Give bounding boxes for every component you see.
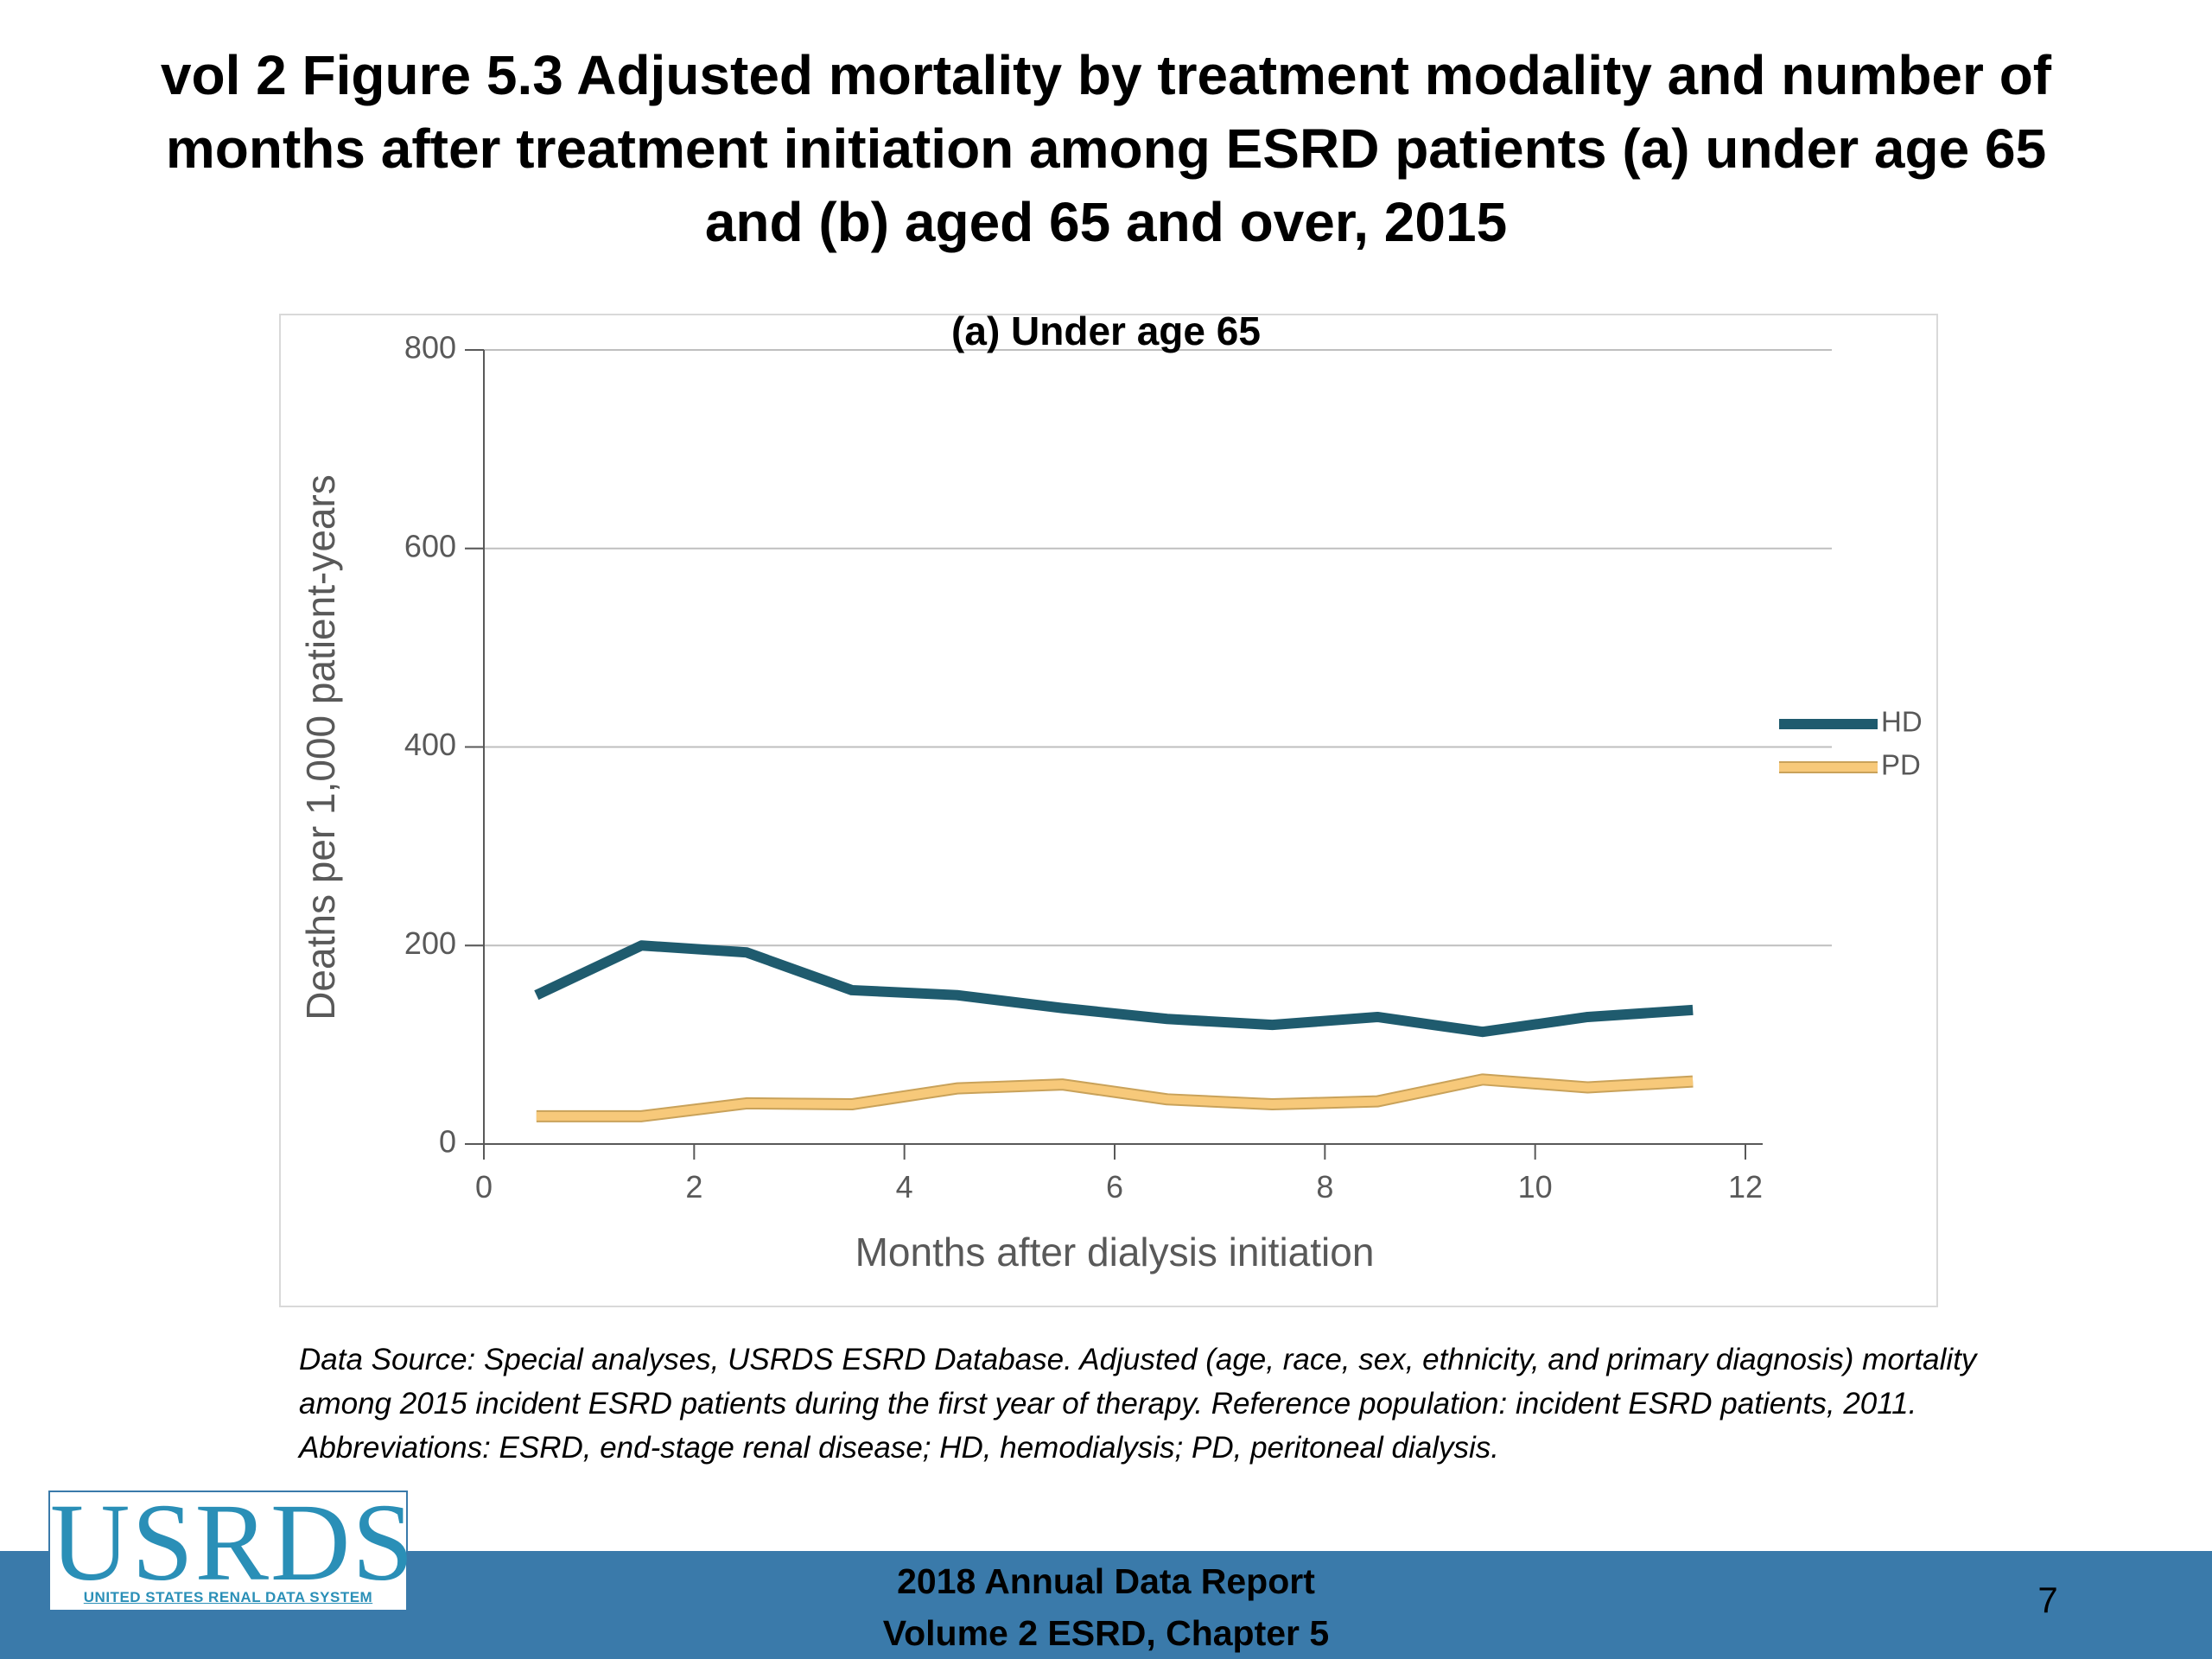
y-tick-label: 0 xyxy=(439,1124,456,1160)
usrds-logo: USRDS UNITED STATES RENAL DATA SYSTEM xyxy=(48,1487,414,1611)
chart-panel: 0 200 400 600 800 0 2 4 6 8 10 12 HD PD (a) Under ag… xyxy=(279,314,1938,1307)
chart-title: (a) Under age 65 xyxy=(951,315,1261,353)
footer-volume: Volume 2 ESRD, Chapter 5 xyxy=(882,1613,1330,1653)
x-tick-label: 2 xyxy=(685,1169,702,1205)
series-line-hd xyxy=(534,940,1694,1038)
y-axis-label: Deaths per 1,000 patient-years xyxy=(298,474,343,1020)
x-tick-label: 12 xyxy=(1728,1169,1763,1205)
footer-report-title: 2018 Annual Data Report xyxy=(897,1561,1315,1601)
x-tick-label: 0 xyxy=(475,1169,493,1205)
data-source-caption: Data Source: Special analyses, USRDS ESR… xyxy=(299,1343,1977,1465)
x-tick-label: 6 xyxy=(1106,1169,1123,1205)
line-chart: 0 200 400 600 800 0 2 4 6 8 10 12 HD PD (a) Under ag… xyxy=(298,315,1923,1274)
logo-subtitle: UNITED STATES RENAL DATA SYSTEM xyxy=(83,1589,373,1605)
footer-text: 2018 Annual Data Report Volume 2 ESRD, C… xyxy=(760,1555,1452,1659)
slide-title: vol 2 Figure 5.3 Adjusted mortality by t… xyxy=(160,44,2052,253)
x-axis-label: Months after dialysis initiation xyxy=(855,1230,1375,1274)
x-tick-label: 4 xyxy=(896,1169,913,1205)
axes: 0 200 400 600 800 0 2 4 6 8 10 12 xyxy=(404,330,1763,1205)
y-tick-label: 800 xyxy=(404,330,456,365)
y-tick-label: 600 xyxy=(404,528,456,563)
y-tick-label: 200 xyxy=(404,925,456,961)
series-line-pd xyxy=(536,1075,1694,1121)
logo-wordmark: USRDS xyxy=(50,1481,416,1604)
x-tick-label: 10 xyxy=(1518,1169,1553,1205)
legend-label-pd: PD xyxy=(1881,749,1921,781)
legend: HD PD xyxy=(1779,706,1923,781)
legend-label-hd: HD xyxy=(1881,706,1923,738)
series-lines xyxy=(534,940,1694,1122)
y-tick-label: 400 xyxy=(404,727,456,762)
gridlines xyxy=(465,349,1832,947)
page-number: 7 xyxy=(2037,1580,2058,1620)
x-tick-label: 8 xyxy=(1316,1169,1333,1205)
